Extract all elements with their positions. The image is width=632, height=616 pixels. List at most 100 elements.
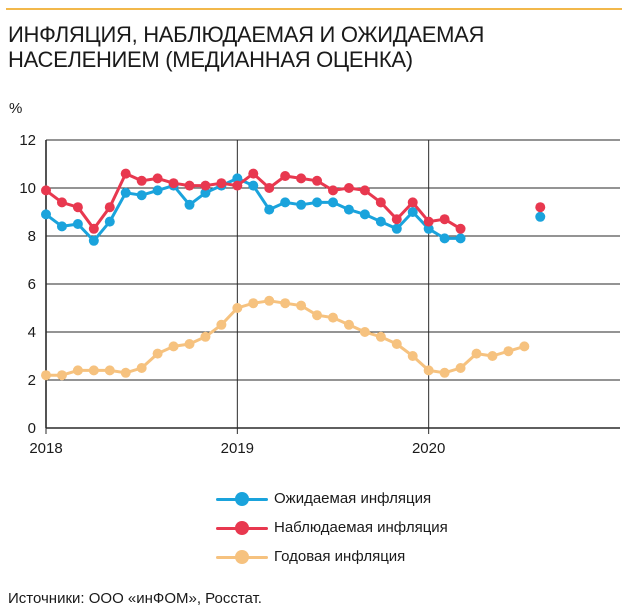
data-point xyxy=(375,216,386,227)
data-point xyxy=(41,185,51,196)
data-point xyxy=(216,319,227,330)
chart-legend: Ожидаемая инфляция Наблюдаемая инфляция … xyxy=(216,484,448,571)
series-0 xyxy=(41,173,546,246)
y-tick-label: 12 xyxy=(19,132,36,149)
data-point xyxy=(343,319,354,330)
data-point xyxy=(280,298,291,309)
data-point xyxy=(56,221,67,232)
data-point xyxy=(519,341,530,352)
data-point xyxy=(104,202,115,213)
data-point xyxy=(391,214,402,225)
data-point xyxy=(184,180,195,191)
data-point xyxy=(312,197,323,208)
y-tick-label: 6 xyxy=(28,276,36,293)
data-point xyxy=(423,365,434,376)
data-point xyxy=(232,173,243,184)
chart-title: ИНФЛЯЦИЯ, НАБЛЮДАЕМАЯ И ОЖИДАЕМАЯ НАСЕЛЕ… xyxy=(8,22,485,72)
data-point xyxy=(407,197,418,208)
data-point xyxy=(232,180,243,191)
data-point xyxy=(439,367,450,378)
data-point xyxy=(535,202,546,213)
data-point xyxy=(455,233,466,244)
data-point xyxy=(168,341,179,352)
x-tick-label: 2018 xyxy=(29,440,62,457)
data-point xyxy=(280,197,291,208)
data-point xyxy=(423,223,434,234)
data-point xyxy=(72,219,83,229)
data-point xyxy=(88,235,99,246)
data-point xyxy=(200,187,211,198)
legend-label-observed: Наблюдаемая инфляция xyxy=(274,519,448,536)
data-point xyxy=(136,190,147,201)
data-point xyxy=(72,365,83,376)
data-point xyxy=(439,214,450,225)
data-point xyxy=(328,312,338,323)
data-point xyxy=(328,197,338,208)
legend-item-annual: Годовая инфляция xyxy=(216,542,448,571)
data-point xyxy=(88,365,99,376)
data-point xyxy=(120,168,131,179)
axis-layer: 0 2 4 6 8 10 12 2018 2019 2020 xyxy=(19,132,445,457)
data-point xyxy=(455,223,466,234)
data-point xyxy=(41,370,51,381)
x-tick-label: 2020 xyxy=(412,440,445,457)
data-point xyxy=(152,348,163,359)
data-point xyxy=(487,351,498,361)
data-point xyxy=(104,365,115,376)
data-point xyxy=(312,310,323,321)
data-point xyxy=(359,209,370,220)
data-point xyxy=(343,183,354,193)
data-point xyxy=(535,211,546,222)
data-point xyxy=(471,348,482,359)
legend-label-expected: Ожидаемая инфляция xyxy=(274,490,432,507)
legend-swatch-observed xyxy=(216,520,268,535)
legend-item-expected: Ожидаемая инфляция xyxy=(216,484,448,513)
data-point xyxy=(423,216,434,227)
data-point xyxy=(216,178,227,189)
series-1 xyxy=(41,168,546,234)
data-point xyxy=(184,339,195,349)
data-point xyxy=(56,197,67,208)
data-point xyxy=(264,204,275,215)
data-point xyxy=(168,178,179,189)
grid-layer xyxy=(45,139,620,434)
series-layer xyxy=(41,168,546,381)
data-point xyxy=(296,173,307,184)
data-point xyxy=(359,185,370,196)
data-point xyxy=(439,233,450,244)
legend-swatch-annual xyxy=(216,549,268,564)
source-note: Источники: ООО «инФОМ», Росстат. xyxy=(8,590,262,607)
data-point xyxy=(88,223,99,234)
data-point xyxy=(232,303,243,313)
y-tick-label: 10 xyxy=(19,180,36,197)
y-axis-unit-label: % xyxy=(9,100,23,117)
data-point xyxy=(407,351,418,361)
line-chart: 0 2 4 6 8 10 12 2018 2019 2020 xyxy=(19,132,620,457)
data-point xyxy=(120,367,131,378)
data-point xyxy=(296,199,307,210)
data-point xyxy=(56,370,67,381)
data-point xyxy=(41,209,51,220)
y-tick-label: 4 xyxy=(28,324,36,341)
data-point xyxy=(248,180,259,191)
data-point xyxy=(264,295,275,306)
data-point xyxy=(248,168,259,179)
data-point xyxy=(455,363,466,373)
data-point xyxy=(152,173,163,184)
data-point xyxy=(184,199,195,210)
data-point xyxy=(296,300,307,311)
data-point xyxy=(375,331,386,342)
data-point xyxy=(359,327,370,337)
data-point xyxy=(248,298,259,309)
y-tick-label: 8 xyxy=(28,228,36,245)
data-point xyxy=(72,202,83,213)
legend-label-annual: Годовая инфляция xyxy=(274,548,406,565)
data-point xyxy=(200,331,211,342)
legend-swatch-expected xyxy=(216,491,268,506)
data-point xyxy=(328,185,338,196)
y-tick-label: 0 xyxy=(28,420,36,437)
data-point xyxy=(503,346,514,357)
data-point xyxy=(136,175,147,186)
data-point xyxy=(391,223,402,234)
legend-item-observed: Наблюдаемая инфляция xyxy=(216,513,448,542)
